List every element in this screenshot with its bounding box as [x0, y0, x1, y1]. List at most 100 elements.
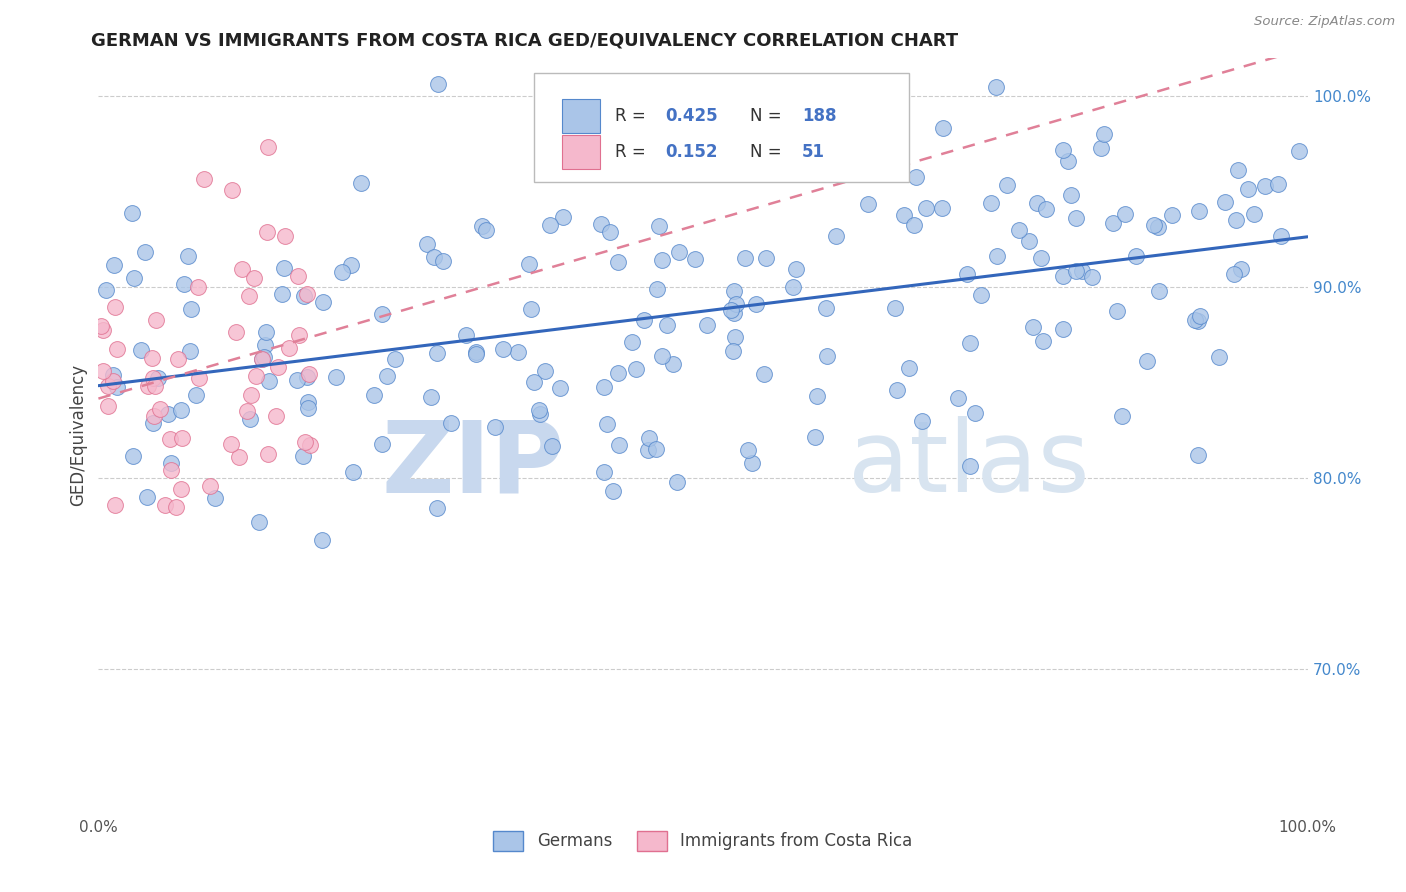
- Point: [426, 500, 449, 515]
- Point: [1187, 314, 1209, 328]
- Point: [253, 350, 276, 364]
- Point: [905, 169, 928, 184]
- Text: N =: N =: [751, 144, 787, 161]
- Point: [980, 196, 1002, 211]
- Point: [236, 404, 259, 418]
- Point: [187, 280, 209, 294]
- FancyBboxPatch shape: [561, 99, 600, 133]
- Point: [384, 352, 406, 367]
- Point: [827, 164, 849, 178]
- Point: [277, 341, 299, 355]
- Point: [1187, 448, 1209, 462]
- Point: [755, 252, 778, 266]
- Point: [204, 491, 226, 505]
- Point: [523, 375, 546, 389]
- Point: [529, 407, 551, 421]
- Text: 51: 51: [803, 144, 825, 161]
- Point: [464, 347, 486, 361]
- Point: [1092, 127, 1115, 141]
- Point: [591, 217, 613, 231]
- Point: [1223, 268, 1246, 282]
- Point: [103, 374, 125, 388]
- Point: [638, 431, 661, 445]
- Point: [170, 482, 193, 496]
- Point: [893, 208, 915, 222]
- Point: [145, 313, 167, 327]
- Point: [1029, 251, 1052, 265]
- Point: [256, 225, 278, 239]
- Point: [292, 289, 315, 303]
- Point: [219, 437, 242, 451]
- Point: [782, 280, 804, 294]
- Point: [330, 264, 353, 278]
- Point: [723, 285, 745, 299]
- Point: [103, 259, 125, 273]
- Point: [592, 380, 614, 394]
- Point: [1236, 182, 1258, 196]
- Point: [607, 437, 630, 451]
- Point: [274, 229, 297, 244]
- Point: [754, 367, 776, 381]
- Point: [1066, 211, 1088, 226]
- Point: [1184, 313, 1206, 327]
- Point: [247, 515, 270, 529]
- Point: [886, 383, 908, 397]
- Point: [695, 147, 717, 161]
- Point: [101, 368, 124, 383]
- Point: [172, 431, 194, 445]
- Point: [898, 360, 921, 375]
- Point: [484, 420, 506, 434]
- Text: ZIP: ZIP: [381, 417, 564, 514]
- Point: [959, 459, 981, 474]
- Point: [668, 244, 690, 259]
- Point: [1056, 153, 1078, 168]
- Point: [134, 244, 156, 259]
- Point: [637, 442, 659, 457]
- Point: [884, 301, 907, 315]
- Point: [420, 390, 443, 404]
- Point: [599, 225, 621, 239]
- Point: [90, 319, 112, 334]
- Text: 0.152: 0.152: [665, 144, 718, 161]
- FancyBboxPatch shape: [561, 136, 600, 169]
- Point: [96, 284, 118, 298]
- Point: [602, 484, 624, 499]
- Point: [440, 416, 463, 430]
- Point: [1243, 207, 1265, 221]
- Point: [956, 267, 979, 281]
- Point: [665, 475, 688, 490]
- Point: [299, 437, 322, 451]
- Point: [1208, 350, 1230, 364]
- Point: [527, 403, 550, 417]
- Point: [245, 369, 267, 384]
- Point: [803, 430, 825, 444]
- Point: [1060, 188, 1083, 202]
- Point: [1018, 235, 1040, 249]
- Point: [297, 395, 319, 409]
- Text: 0.425: 0.425: [665, 107, 718, 125]
- Point: [423, 250, 446, 264]
- Point: [963, 406, 986, 420]
- Point: [416, 237, 439, 252]
- Point: [886, 146, 908, 161]
- Point: [342, 466, 364, 480]
- Point: [1147, 284, 1170, 298]
- Point: [298, 367, 321, 381]
- Point: [285, 373, 308, 387]
- Text: N =: N =: [751, 107, 787, 125]
- Point: [723, 306, 745, 320]
- Point: [121, 206, 143, 220]
- Point: [370, 307, 392, 321]
- Point: [294, 434, 316, 449]
- Point: [538, 218, 561, 232]
- Point: [606, 254, 628, 268]
- Point: [824, 228, 846, 243]
- Point: [253, 338, 276, 352]
- Point: [471, 219, 494, 233]
- Point: [159, 463, 181, 477]
- Point: [741, 457, 763, 471]
- Point: [148, 371, 170, 385]
- Point: [721, 344, 744, 359]
- Point: [153, 498, 176, 512]
- Point: [533, 364, 555, 378]
